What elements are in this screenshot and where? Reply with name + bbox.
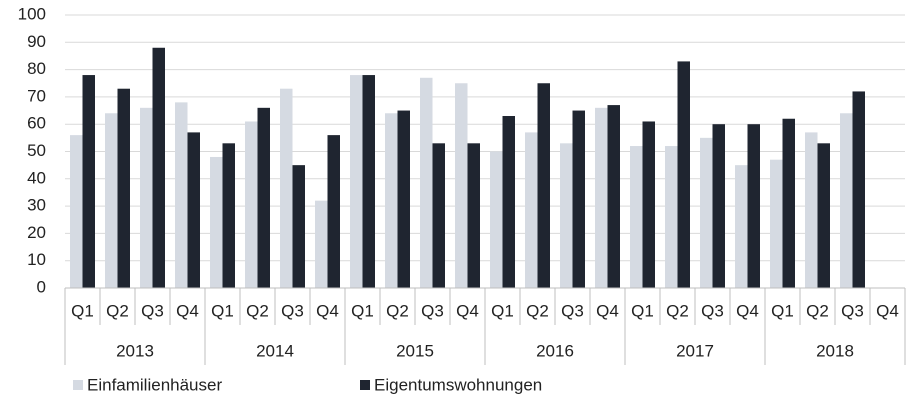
y-tick-label: 90 (27, 32, 46, 51)
bar (677, 61, 690, 288)
bar (222, 143, 235, 288)
bar (852, 91, 865, 288)
x-tick-label: Q1 (631, 301, 654, 320)
bar (572, 110, 585, 288)
x-tick-label: Q3 (561, 301, 584, 320)
bar (420, 77, 433, 288)
bar (152, 47, 165, 289)
x-tick-label: Q4 (176, 301, 199, 320)
legend-swatch (73, 380, 83, 390)
bar (292, 165, 305, 288)
bar (817, 143, 830, 288)
group-label: 2018 (816, 341, 854, 360)
x-tick-label: Q2 (526, 301, 549, 320)
bar (175, 102, 188, 288)
y-tick-label: 0 (37, 277, 46, 296)
x-tick-label: Q1 (771, 301, 794, 320)
bar (502, 116, 515, 288)
bar (280, 88, 293, 289)
x-tick-label: Q2 (246, 301, 269, 320)
x-tick-label: Q2 (806, 301, 829, 320)
y-tick-label: 30 (27, 196, 46, 215)
group-label: 2014 (256, 341, 294, 360)
bar (362, 75, 375, 288)
y-tick-label: 40 (27, 168, 46, 187)
bar (140, 107, 153, 288)
x-tick-label: Q3 (141, 301, 164, 320)
group-label: 2016 (536, 341, 574, 360)
bar (105, 113, 118, 288)
bar (455, 83, 468, 288)
x-tick-label: Q4 (316, 301, 339, 320)
x-tick-label: Q2 (106, 301, 129, 320)
x-tick-label: Q3 (701, 301, 724, 320)
bar (770, 159, 783, 288)
bar (70, 135, 83, 288)
x-tick-label: Q1 (351, 301, 374, 320)
y-tick-label: 80 (27, 59, 46, 78)
bar (700, 137, 713, 288)
bar (665, 146, 678, 288)
bar (782, 118, 795, 289)
bar (525, 132, 538, 288)
group-label: 2013 (116, 341, 154, 360)
bar (117, 88, 130, 289)
bar (257, 107, 270, 288)
bar (467, 143, 480, 288)
bar (840, 113, 853, 288)
legend-swatch (360, 380, 370, 390)
x-tick-label: Q1 (71, 301, 94, 320)
bar (630, 146, 643, 288)
group-label: 2017 (676, 341, 714, 360)
x-tick-label: Q3 (841, 301, 864, 320)
x-tick-label: Q2 (666, 301, 689, 320)
y-tick-label: 100 (18, 4, 46, 23)
group-label: 2015 (396, 341, 434, 360)
x-tick-label: Q2 (386, 301, 409, 320)
legend-label: Eigentumswohnungen (374, 375, 542, 394)
bar (350, 75, 363, 288)
bar (735, 165, 748, 288)
x-tick-label: Q4 (456, 301, 479, 320)
bar (560, 143, 573, 288)
legend-label: Einfamilienhäuser (87, 375, 222, 394)
y-tick-label: 10 (27, 250, 46, 269)
y-tick-label: 70 (27, 86, 46, 105)
bar (607, 105, 620, 288)
bar (805, 132, 818, 288)
bar (490, 151, 503, 288)
x-tick-label: Q4 (596, 301, 619, 320)
y-tick-label: 50 (27, 141, 46, 160)
x-tick-label: Q4 (876, 301, 899, 320)
bar (537, 83, 550, 288)
bar (187, 132, 200, 288)
bar (327, 135, 340, 288)
bar (245, 121, 258, 288)
bar (432, 143, 445, 288)
x-tick-label: Q1 (211, 301, 234, 320)
bar (642, 121, 655, 288)
bar (595, 107, 608, 288)
x-tick-label: Q1 (491, 301, 514, 320)
bar (747, 124, 760, 288)
bar (385, 113, 398, 288)
x-tick-label: Q3 (421, 301, 444, 320)
bar (315, 200, 328, 288)
x-tick-label: Q3 (281, 301, 304, 320)
bar (712, 124, 725, 288)
bar (210, 156, 223, 288)
y-tick-label: 60 (27, 114, 46, 133)
y-tick-label: 20 (27, 223, 46, 242)
bar (397, 110, 410, 288)
x-tick-label: Q4 (736, 301, 759, 320)
bar (82, 75, 95, 288)
